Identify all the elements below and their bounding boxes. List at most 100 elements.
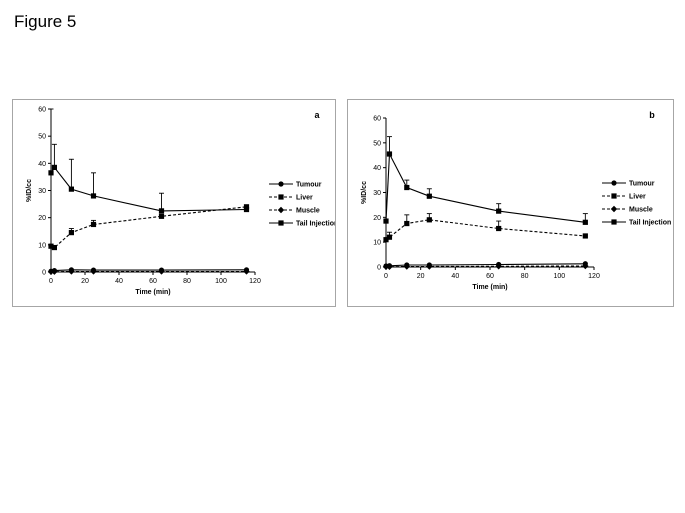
data-point: [404, 184, 410, 191]
figure-title: Figure 5: [14, 12, 77, 31]
data-point: [68, 230, 74, 236]
legend-entry-tumour: Tumour: [629, 181, 655, 188]
series-line: [50, 206, 247, 249]
x-tick-label: 80: [521, 273, 529, 280]
panel-label: b: [649, 110, 655, 120]
series-tumour: [48, 267, 250, 274]
data-point: [243, 204, 250, 210]
series-tail-injection: [383, 136, 588, 225]
x-tick-label: 20: [81, 278, 89, 285]
data-point: [496, 208, 502, 214]
legend-entry-muscle: Muscle: [629, 207, 653, 214]
y-tick-label: 50: [373, 140, 381, 147]
data-point: [386, 151, 393, 157]
series-line: [50, 166, 247, 212]
chart-panel-a: 0 10 20 30 40 50 60 0 20 40 60 80 100 120 Time (min) %I…: [12, 99, 338, 307]
y-tick-label: 30: [373, 190, 381, 197]
y-tick-label: 60: [38, 107, 46, 114]
data-point: [386, 263, 393, 270]
data-point: [243, 206, 250, 213]
series-liver: [383, 213, 588, 243]
data-point: [158, 213, 165, 219]
data-point: [90, 268, 97, 275]
x-tick-label: 0: [384, 273, 388, 280]
data-point: [90, 221, 97, 228]
x-tick-label: 40: [451, 273, 459, 280]
y-tick-label: 50: [38, 134, 46, 141]
legend-marker-liver: [278, 194, 284, 200]
y-tick-label: 30: [38, 188, 46, 195]
data-point: [495, 263, 502, 270]
data-point: [243, 268, 250, 275]
y-tick-label: 10: [38, 242, 46, 249]
data-point: [426, 263, 433, 270]
data-point: [426, 217, 432, 223]
x-tick-label: 60: [149, 278, 157, 285]
series-liver: [48, 204, 250, 251]
series-line: [385, 263, 586, 267]
data-point: [386, 234, 393, 240]
data-point: [51, 244, 57, 251]
legend-entry-tumour: Tumour: [296, 182, 322, 189]
data-point: [158, 268, 165, 275]
y-axis-label: %ID/cc: [361, 181, 368, 204]
x-tick-label: 120: [588, 273, 600, 280]
data-point: [383, 218, 389, 224]
data-point: [158, 208, 165, 214]
x-axis-label: Time (min): [135, 289, 170, 296]
data-point: [426, 193, 432, 199]
y-axis-label: %ID/cc: [26, 179, 33, 202]
y-tick-label: 40: [373, 165, 381, 172]
data-point: [48, 170, 54, 176]
panel-label: a: [314, 110, 320, 120]
series-line: [385, 151, 586, 223]
y-tick-label: 0: [42, 270, 46, 277]
data-point: [68, 268, 75, 275]
x-tick-label: 60: [486, 273, 494, 280]
data-point: [48, 243, 54, 249]
x-tick-label: 80: [183, 278, 191, 285]
legend-marker-muscle: [610, 205, 618, 213]
legend: Tumour Liver Muscle Tail Injection: [602, 180, 671, 227]
data-point: [47, 268, 55, 275]
x-tick-label: 100: [553, 273, 565, 280]
series-line: [385, 219, 586, 241]
legend-marker-tumour: [278, 181, 284, 187]
y-tick-label: 20: [38, 215, 46, 222]
legend-entry-tail-injection: Tail Injection: [296, 221, 335, 228]
data-point: [51, 268, 58, 275]
data-point: [582, 219, 588, 225]
data-point: [404, 220, 410, 227]
x-tick-label: 20: [417, 273, 425, 280]
series-tail-injection: [48, 108, 250, 214]
data-point: [582, 233, 588, 239]
data-point: [383, 237, 389, 243]
data-point: [68, 186, 74, 192]
legend: Tumour Liver Muscle Tail Injection: [269, 181, 338, 228]
data-point: [403, 263, 410, 270]
data-point: [382, 263, 390, 270]
chart-a-svg: 0 10 20 30 40 50 60 0 20 40 60 80 100 120 Time (min) %I…: [26, 107, 338, 297]
x-tick-label: 0: [49, 278, 53, 285]
legend-entry-tail-injection: Tail Injection: [629, 220, 671, 227]
chart-b-svg: 0 10 20 30 40 50 60 0 20 40 60 80 100 120 Time (min) %I…: [361, 110, 671, 291]
legend-marker-tail-injection: [611, 219, 617, 225]
x-tick-label: 100: [215, 278, 227, 285]
data-point: [90, 193, 97, 199]
y-tick-label: 20: [373, 215, 381, 222]
data-point: [51, 164, 57, 171]
chart-panel-b: 0 10 20 30 40 50 60 0 20 40 60 80 100 120 Time (min) %I…: [347, 99, 674, 307]
legend-marker-tumour: [611, 180, 617, 186]
data-point: [496, 225, 502, 232]
x-axis-label: Time (min): [472, 284, 507, 291]
legend-marker-tail-injection: [278, 220, 284, 226]
y-tick-label: 10: [373, 240, 381, 247]
legend-entry-liver: Liver: [629, 194, 646, 201]
x-tick-label: 40: [115, 278, 123, 285]
legend-entry-muscle: Muscle: [296, 208, 320, 215]
y-tick-label: 40: [38, 161, 46, 168]
legend-entry-liver: Liver: [296, 195, 313, 202]
series-muscle: [47, 268, 250, 275]
legend-marker-liver: [611, 193, 617, 199]
y-tick-label: 60: [373, 116, 381, 123]
